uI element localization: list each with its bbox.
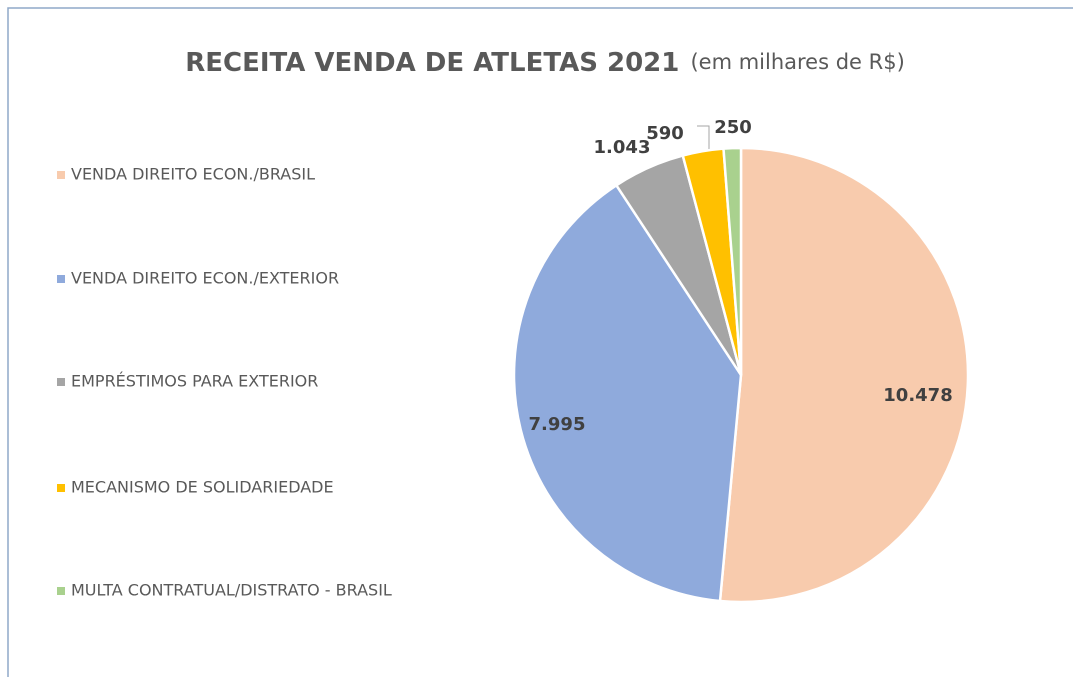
legend-swatch [57,378,65,386]
legend-label: MULTA CONTRATUAL/DISTRATO - BRASIL [71,581,392,600]
data-label: 7.995 [529,414,586,435]
legend-label: MECANISMO DE SOLIDARIEDADE [71,478,334,497]
data-label: 250 [714,117,752,138]
legend-label: VENDA DIREITO ECON./EXTERIOR [71,269,339,288]
chart-title: RECEITA VENDA DE ATLETAS 2021 [185,48,679,78]
legend-swatch [57,587,65,595]
data-label: 1.043 [594,137,651,158]
leader-line [697,125,710,152]
pie-slice [718,146,970,604]
legend-swatch [57,275,65,283]
chart-subtitle: (em milhares de R$) [690,50,904,74]
legend-label: VENDA DIREITO ECON./BRASIL [71,165,315,184]
legend-swatch [57,484,65,492]
legend-label: EMPRÉSTIMOS PARA EXTERIOR [71,372,318,391]
data-label: 10.478 [883,385,952,406]
legend-swatch [57,171,65,179]
chart-title-group: RECEITA VENDA DE ATLETAS 2021 (em milhar… [185,48,905,78]
pie-slice [722,146,743,376]
data-label: 590 [646,123,684,144]
